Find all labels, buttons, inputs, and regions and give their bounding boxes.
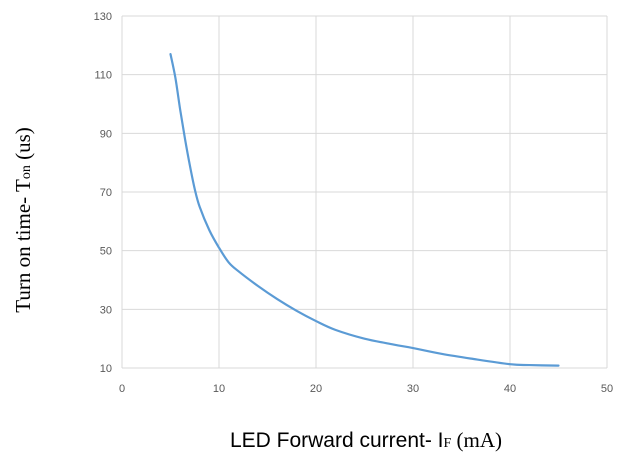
series-layer: [169, 53, 560, 367]
x-tick-label: 40: [504, 383, 516, 395]
y-tick-label: 10: [100, 363, 112, 375]
y-axis-title: Turn on time- Ton (us): [11, 127, 35, 313]
x-tick-label: 30: [407, 383, 419, 395]
x-tick-label: 10: [213, 383, 225, 395]
y-tick-label: 30: [100, 304, 112, 316]
x-tick-labels: 0 10 20 30 40 50: [119, 383, 613, 395]
series-line: [169, 53, 560, 367]
y-tick-label: 50: [100, 246, 112, 258]
y-tick-label: 70: [100, 187, 112, 199]
x-tick-label: 20: [310, 383, 322, 395]
y-tick-label: 130: [94, 11, 112, 23]
y-axis-title-suffix: (us): [11, 127, 35, 165]
grid-lines: [121, 15, 608, 369]
x-axis-title-subscript: F: [444, 436, 452, 451]
x-axis-title-prefix: LED Forward current- I: [230, 429, 444, 452]
y-tick-label: 90: [100, 128, 112, 140]
y-axis-title-subscript: on: [19, 165, 34, 179]
x-axis-title: LED Forward current- IF (mA): [230, 428, 502, 452]
y-tick-labels: 10 30 50 70 90 110 130: [94, 11, 112, 375]
y-axis-title-prefix: Turn on time- T: [11, 179, 35, 313]
y-tick-label: 110: [94, 70, 112, 82]
x-tick-label: 50: [601, 383, 613, 395]
x-tick-label: 0: [119, 383, 125, 395]
x-axis-title-suffix: (mA): [451, 428, 502, 452]
